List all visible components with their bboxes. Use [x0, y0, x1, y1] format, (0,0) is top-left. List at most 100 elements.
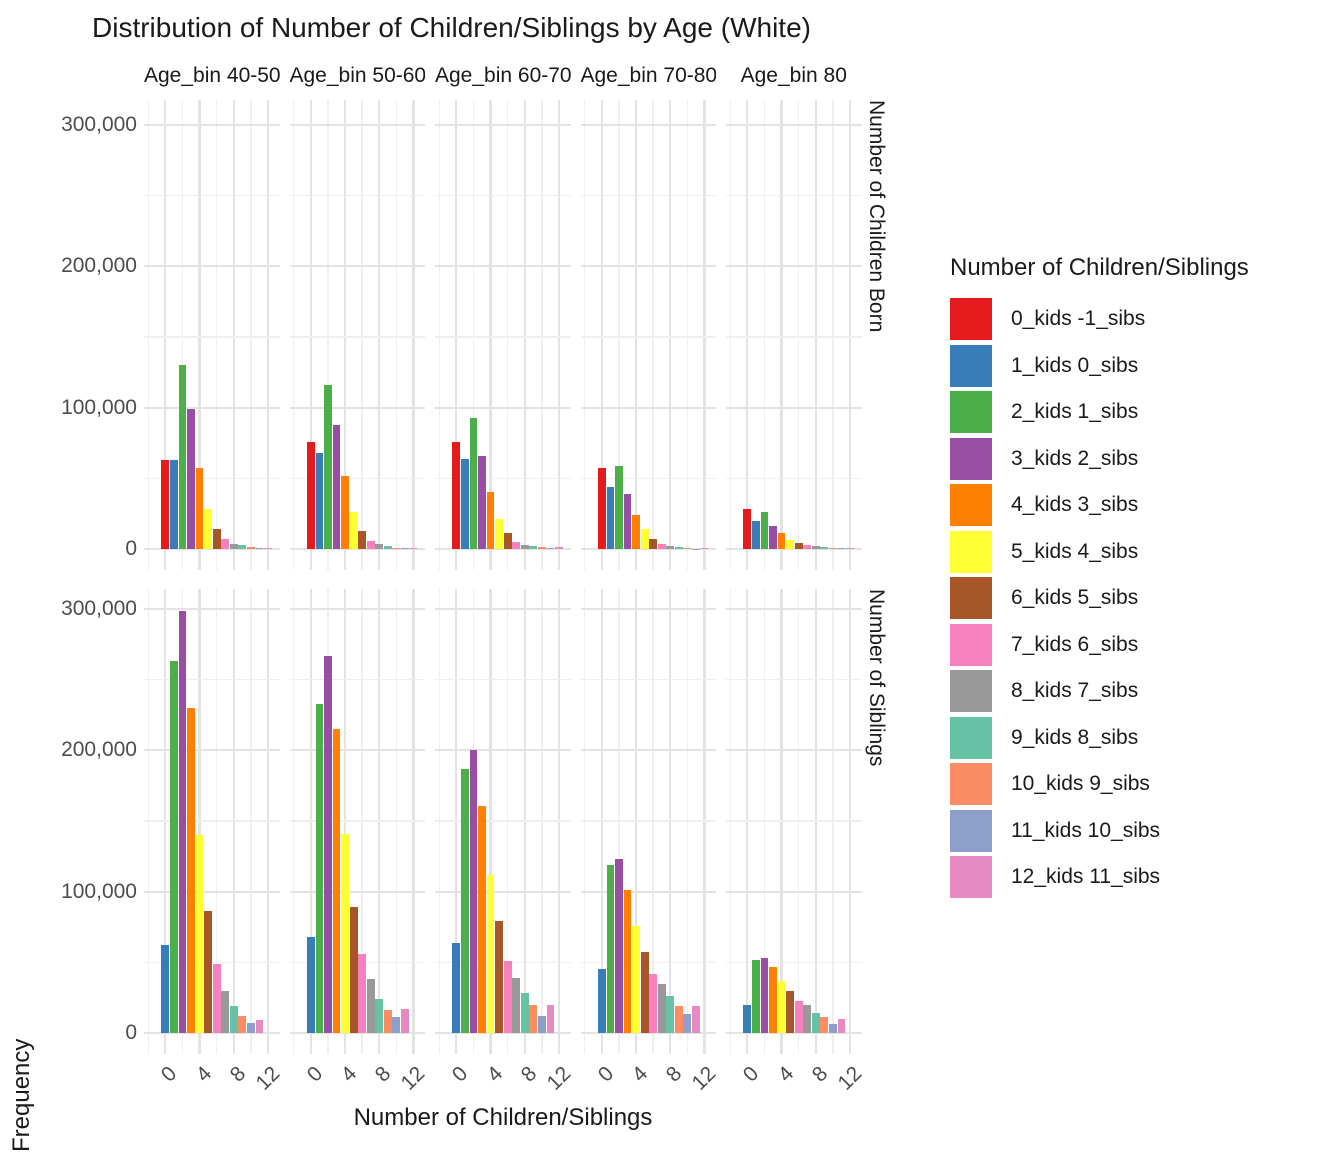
facet-panel [144, 589, 280, 1054]
gridline [435, 679, 571, 681]
bar [786, 991, 795, 1033]
gridline [618, 100, 620, 570]
gridline [814, 100, 817, 570]
bar [683, 548, 692, 549]
gridline [395, 100, 398, 570]
y-tick-label: 0 [125, 1021, 137, 1044]
gridline [541, 100, 543, 570]
bar [846, 548, 854, 549]
gridline [832, 100, 834, 570]
bar [469, 750, 478, 1033]
legend-items: 0_kids -1_sibs 1_kids 0_sibs 2_kids 1_sibs… [950, 298, 1249, 898]
bar [383, 546, 392, 549]
legend-item: 9_kids 8_sibs [950, 716, 1249, 759]
gridline [289, 679, 425, 681]
bar [615, 859, 623, 1033]
gridline [144, 820, 280, 822]
legend-swatch [950, 530, 992, 573]
bar [777, 533, 786, 549]
gridline [232, 100, 235, 570]
bar [264, 547, 272, 549]
legend-item-label: 4_kids 3_sibs [1011, 493, 1139, 516]
bar [170, 661, 178, 1033]
legend-swatch [950, 856, 992, 898]
facet-panel [580, 100, 716, 570]
gridline [435, 406, 571, 409]
bar [461, 458, 469, 549]
bar [520, 544, 529, 549]
bar [555, 546, 563, 549]
gridline [580, 477, 716, 480]
bar [537, 1016, 546, 1033]
bar [401, 548, 409, 549]
bar [700, 548, 709, 549]
legend-item-label: 7_kids 6_sibs [1011, 632, 1139, 656]
legend: Number of Children/Siblings 0_kids -1_si… [950, 254, 1249, 903]
bar [615, 465, 623, 549]
bar [820, 547, 829, 549]
bar [478, 805, 486, 1033]
gridline [250, 100, 252, 570]
bar [221, 991, 230, 1033]
legend-item-label: 10_kids 9_sibs [1011, 772, 1150, 795]
gridline [435, 1031, 571, 1035]
bar [178, 365, 187, 549]
bar [503, 960, 512, 1033]
bar [349, 512, 358, 549]
legend-item: 1_kids 0_sibs [950, 344, 1249, 387]
bar [794, 543, 803, 549]
gridline [289, 547, 425, 551]
gridline [144, 195, 280, 197]
gridline [266, 100, 270, 570]
bar [195, 468, 204, 549]
gridline [289, 265, 425, 268]
bar [332, 424, 341, 549]
bar [828, 1023, 837, 1033]
bar [512, 977, 521, 1033]
y-tick-label: 100,000 [61, 879, 137, 903]
facet-row-strip-1: Number of Children Born [865, 100, 888, 333]
bar [392, 1017, 401, 1033]
bar [546, 1004, 555, 1033]
bar [597, 468, 606, 549]
bar [640, 529, 649, 549]
bar [828, 547, 837, 549]
bar [204, 911, 213, 1033]
legend-swatch [950, 391, 992, 433]
gridline [584, 100, 586, 570]
gridline [848, 100, 852, 570]
bar [358, 953, 367, 1033]
facet-strip-1: Age_bin 40-50 [144, 64, 280, 87]
bar [777, 981, 786, 1033]
bar [401, 1008, 409, 1033]
gridline [435, 124, 571, 127]
bar [452, 441, 461, 549]
gridline [289, 336, 425, 338]
bar [760, 512, 769, 549]
bar [229, 544, 238, 549]
gridline [309, 100, 312, 570]
facet-strip-5: Age_bin 80 [740, 64, 847, 87]
gridline [580, 1031, 716, 1035]
gridline [726, 195, 862, 197]
bar [503, 532, 512, 549]
bar [623, 493, 632, 549]
gridline [435, 820, 571, 822]
gridline [289, 406, 425, 409]
bar [632, 515, 640, 549]
bar [597, 969, 606, 1033]
bar [161, 459, 170, 549]
x-axis-title: Number of Children/Siblings [353, 1104, 653, 1131]
gridline [703, 100, 706, 570]
gridline [580, 820, 716, 822]
gridline [144, 124, 280, 127]
gridline [506, 100, 509, 570]
bar [786, 539, 795, 549]
facet-panel [289, 100, 425, 570]
gridline [438, 100, 440, 570]
bar [238, 1016, 247, 1033]
bar [692, 1006, 700, 1033]
y-tick-label: 200,000 [61, 254, 137, 278]
legend-item: 10_kids 9_sibs [950, 763, 1249, 805]
